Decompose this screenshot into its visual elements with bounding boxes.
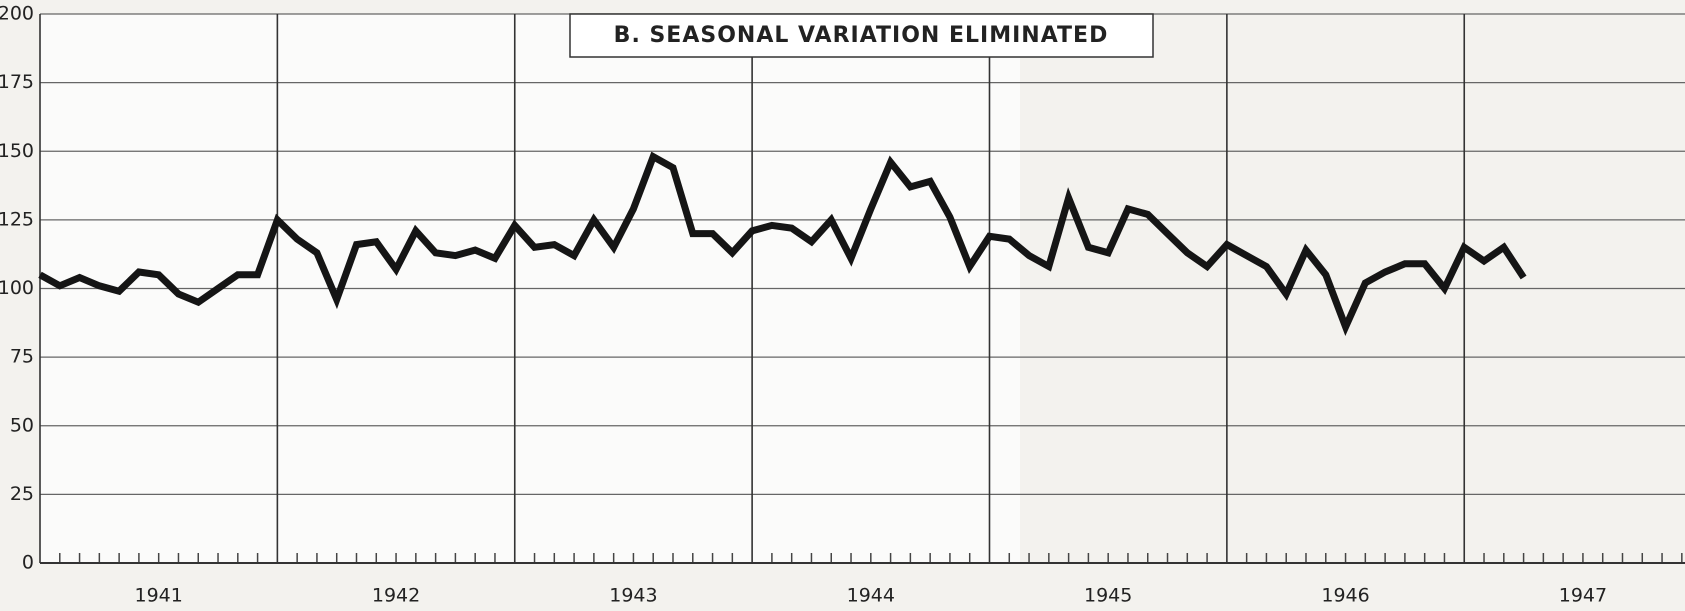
y-tick-label: 100 bbox=[0, 277, 34, 299]
grid: 0 25 50 75 100 125 150 175 200 1941 1942 1943 1944 19… bbox=[0, 3, 1685, 607]
x-tick-label: 1947 bbox=[1559, 585, 1607, 607]
y-tick-label: 25 bbox=[10, 483, 34, 505]
x-tick-label: 1945 bbox=[1084, 585, 1132, 607]
x-tick-label: 1946 bbox=[1321, 585, 1369, 607]
y-tick-label: 0 bbox=[22, 552, 34, 574]
y-tick-label: 200 bbox=[0, 3, 34, 25]
chart-title: B. SEASONAL VARIATION ELIMINATED bbox=[614, 23, 1109, 48]
x-tick-label: 1942 bbox=[372, 585, 420, 607]
y-tick-label: 175 bbox=[0, 71, 34, 93]
y-tick-label: 125 bbox=[0, 208, 34, 230]
y-tick-label: 50 bbox=[10, 414, 34, 436]
title-box bbox=[569, 13, 1154, 58]
x-tick-label: 1943 bbox=[609, 585, 657, 607]
marks bbox=[38, 151, 1527, 337]
y-tick-label: 150 bbox=[0, 140, 34, 162]
y-tick-label: 75 bbox=[10, 346, 34, 368]
x-tick-label: 1941 bbox=[135, 585, 183, 607]
data-line bbox=[38, 151, 1527, 337]
x-tick-label: 1944 bbox=[847, 585, 895, 607]
